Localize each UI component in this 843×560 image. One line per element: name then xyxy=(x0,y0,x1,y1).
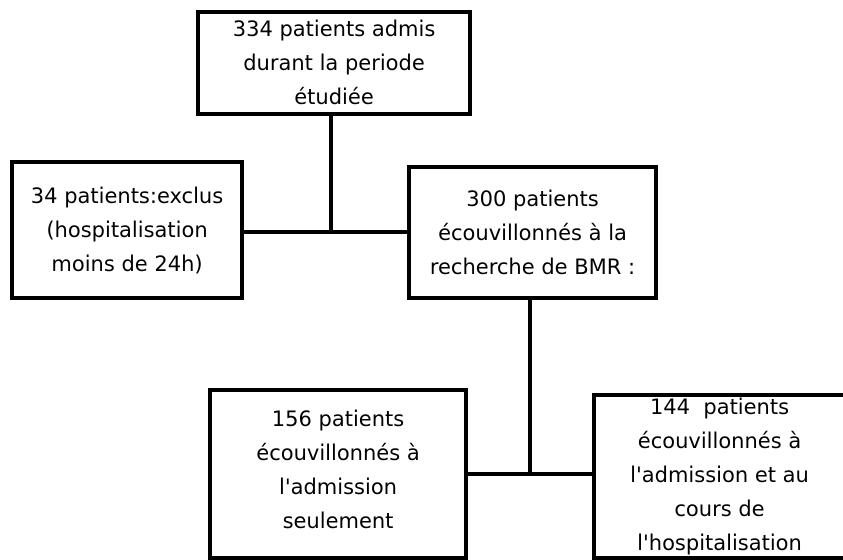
connector xyxy=(242,230,409,234)
node-box: 300 patients écouvillonnés à la recherche … xyxy=(407,165,658,300)
node-text: moins de 24h) xyxy=(51,252,203,276)
node-text: 156 patients xyxy=(271,407,405,431)
node-text: (hospitalisation xyxy=(46,218,208,242)
node-text: écouvillonnés à xyxy=(256,441,420,465)
node-text: cours de xyxy=(674,496,765,521)
node-text: seulement xyxy=(282,509,394,533)
node-text: recherche de BMR : xyxy=(429,254,636,279)
node-text: écouvillonnés à xyxy=(637,428,802,453)
node-box: 334 patients admis durant la periode étudi… xyxy=(196,10,472,116)
node-box: 144 patients écouvillonnés à l'admission e… xyxy=(592,393,843,560)
node-text: 300 patients xyxy=(466,186,599,211)
node-text: 334 patients admis xyxy=(232,17,436,41)
node-text: écouvillonnés à la xyxy=(438,220,627,245)
node-text: l'admission xyxy=(279,475,397,499)
connector xyxy=(528,298,532,476)
node-text: étudiée xyxy=(294,85,374,109)
node-text: l'hospitalisation xyxy=(637,530,802,555)
node-text: 144 patients xyxy=(649,394,790,419)
node-text: l'admission et au xyxy=(630,462,809,487)
node-box: 156 patients écouvillonnés à l'admission se… xyxy=(208,388,468,560)
node-text: 34 patients:exclus xyxy=(30,184,224,208)
connector xyxy=(466,472,594,476)
node-box: 34 patients:exclus (hospitalisation moins … xyxy=(10,160,244,300)
node-text: durant la periode xyxy=(243,51,425,75)
connector xyxy=(329,114,333,234)
